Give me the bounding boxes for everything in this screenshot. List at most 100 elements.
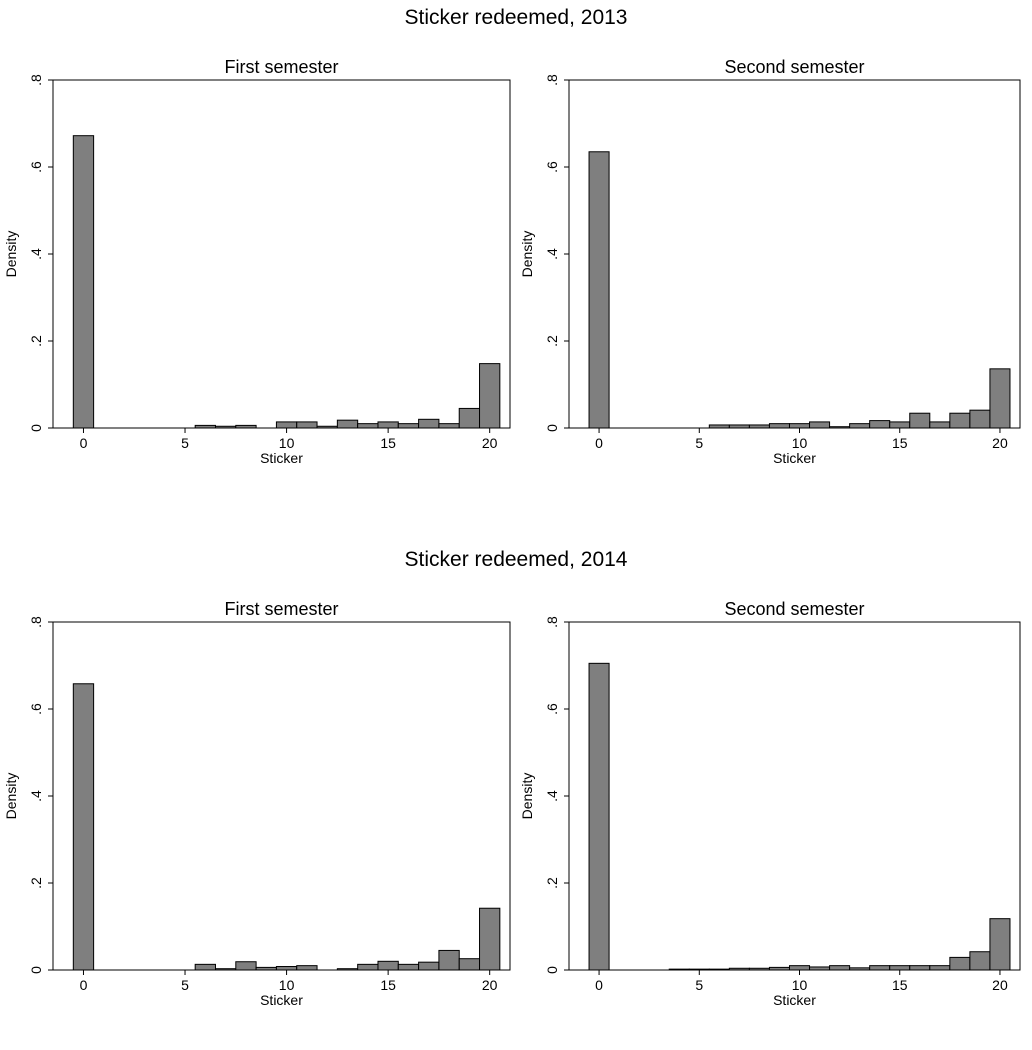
panel-title: Second semester [724, 57, 864, 77]
x-tick-label: 20 [482, 977, 498, 993]
y-tick-label: 0 [544, 966, 560, 974]
x-tick-label: 15 [892, 435, 908, 451]
histogram-bar [255, 966, 277, 971]
x-axis-label: Sticker [260, 450, 303, 466]
y-tick-label: .4 [28, 248, 44, 260]
histogram-bar [989, 368, 1011, 429]
x-axis-label: Sticker [260, 992, 303, 1008]
y-tick-label: .2 [28, 877, 44, 889]
y-axis-label: Density [519, 231, 535, 278]
x-axis-label: Sticker [773, 992, 816, 1008]
y-tick-label: 0 [28, 424, 44, 432]
histogram-bar [458, 407, 481, 429]
y-tick-label: .8 [28, 616, 44, 628]
histogram-bar [748, 967, 770, 971]
histogram-bar [479, 363, 501, 429]
histogram-bar [235, 424, 257, 429]
histogram-bar [829, 965, 851, 971]
histogram-bar [479, 907, 501, 971]
histogram-bar [849, 967, 871, 971]
histogram-bar [688, 968, 710, 971]
x-tick-label: 15 [380, 435, 396, 451]
y-tick-label: .6 [544, 161, 560, 173]
x-tick-label: 0 [595, 435, 603, 451]
y-tick-label: .2 [28, 335, 44, 347]
x-tick-label: 5 [695, 435, 703, 451]
histogram-2013-first-semester: First semester 0 5 10 15 20 Sticker 0 .2 .4 .6 .8 De… [3, 57, 511, 466]
histogram-bar [809, 966, 831, 971]
histogram-bar [969, 409, 991, 429]
histogram-bar [458, 958, 481, 971]
plot-frame [52, 621, 511, 971]
figure-title-2013: Sticker redeemed, 2013 [404, 6, 628, 29]
histogram-bar [377, 960, 399, 971]
x-tick-label: 0 [595, 977, 603, 993]
x-tick-label: 20 [482, 435, 498, 451]
y-axis-label: Density [3, 231, 19, 278]
histogram-bar [929, 965, 951, 971]
x-tick-label: 5 [695, 977, 703, 993]
histogram-bar [869, 965, 891, 971]
panel-title: Second semester [724, 599, 864, 619]
histogram-bar [194, 963, 216, 971]
histogram-2013-second-semester: Second semester 0 5 10 15 20 Sticker 0 .2 .4 .6 .8 D… [519, 57, 1021, 466]
x-tick-label: 0 [80, 435, 88, 451]
y-tick-label: .6 [28, 161, 44, 173]
histogram-bar [889, 421, 911, 429]
histogram-bar [214, 425, 237, 429]
x-tick-label: 20 [992, 435, 1008, 451]
y-tick-label: .2 [544, 877, 560, 889]
y-axis-label: Density [519, 773, 535, 820]
histogram-bar [909, 965, 931, 971]
panel-title: First semester [224, 57, 338, 77]
histogram-bar [989, 918, 1011, 971]
histogram-bar [377, 421, 399, 429]
histogram-bar [418, 418, 440, 429]
histogram-bar [72, 135, 95, 429]
histogram-bar [588, 151, 610, 429]
histogram-bar [397, 963, 420, 971]
histogram-bar [949, 412, 971, 429]
histogram-bar [357, 423, 379, 429]
histogram-bar [829, 426, 851, 429]
x-tick-label: 0 [80, 977, 88, 993]
y-tick-label: .4 [544, 248, 560, 260]
histogram-2014-second-semester: Second semester 0 5 10 15 20 Sticker 0 .2 .4 .6 .8 D… [519, 599, 1021, 1008]
histogram-bar [214, 968, 237, 971]
y-tick-label: .8 [28, 74, 44, 86]
histogram-bar [235, 961, 257, 971]
x-tick-label: 10 [792, 977, 808, 993]
plot-frame [568, 79, 1021, 429]
histogram-bar [889, 965, 911, 971]
plot-frame [52, 79, 511, 429]
histogram-bar [438, 423, 460, 429]
histogram-bar [438, 949, 460, 971]
y-tick-label: .6 [544, 703, 560, 715]
histogram-bar [768, 423, 790, 429]
histogram-bar [708, 424, 730, 429]
histogram-bar [728, 967, 750, 971]
y-tick-label: .4 [544, 790, 560, 802]
histogram-bar [275, 421, 298, 429]
histogram-bar [316, 425, 338, 429]
histogram-bar [748, 424, 770, 429]
x-tick-label: 10 [279, 435, 295, 451]
histogram-bar [849, 423, 871, 429]
y-tick-label: .8 [544, 616, 560, 628]
histogram-bar [296, 965, 318, 971]
histogram-bar [788, 423, 811, 429]
histogram-bar [336, 968, 359, 971]
histogram-bar [72, 683, 95, 971]
histogram-bar [418, 961, 440, 971]
x-tick-label: 10 [279, 977, 295, 993]
figure-title-2014: Sticker redeemed, 2014 [404, 548, 628, 571]
x-tick-label: 15 [892, 977, 908, 993]
histogram-bar [869, 420, 891, 429]
histogram-2014-first-semester: First semester 0 5 10 15 20 Sticker 0 .2 .4 .6 .8 De… [3, 599, 511, 1008]
histogram-bar [949, 956, 971, 971]
x-tick-label: 10 [792, 435, 808, 451]
histogram-bar [909, 412, 931, 429]
x-tick-label: 15 [380, 977, 396, 993]
x-tick-label: 5 [181, 435, 189, 451]
y-tick-label: 0 [544, 424, 560, 432]
